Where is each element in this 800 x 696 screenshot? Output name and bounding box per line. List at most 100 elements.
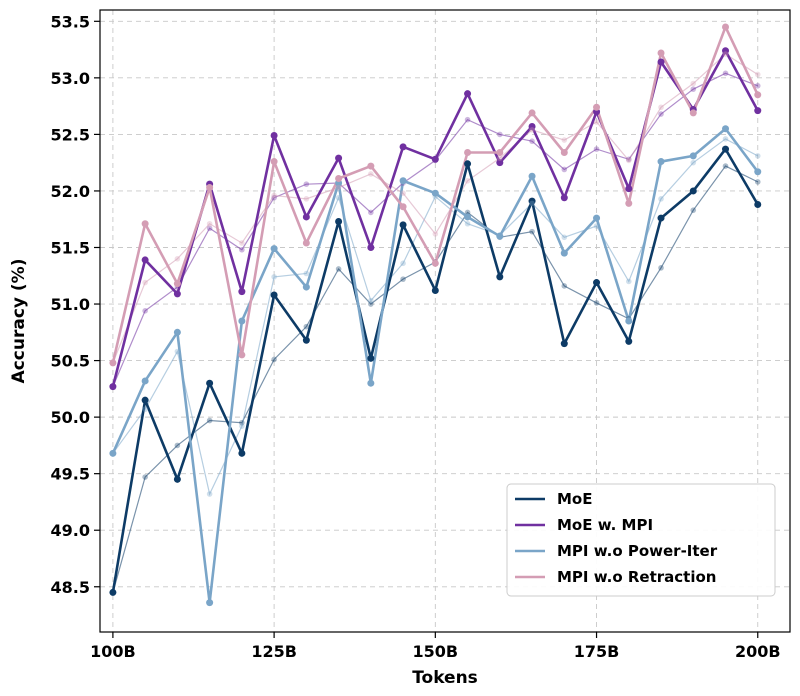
smoothed-point-moe bbox=[335, 266, 342, 272]
smoothed-point-moe bbox=[271, 356, 277, 363]
smoothed-point-moe-w-mpi bbox=[754, 82, 761, 89]
x-axis-ticks: 100B 125B 150B 175B 200B bbox=[90, 632, 781, 661]
point-mpi-w-o-power-iter bbox=[141, 377, 149, 385]
smoothed-point-mpi-w-o-retraction bbox=[561, 137, 568, 143]
smoothed-point-moe-w-mpi bbox=[658, 111, 664, 117]
point-moe-w-mpi bbox=[754, 107, 762, 115]
point-moe bbox=[270, 291, 278, 299]
x-tick-label: 150B bbox=[413, 642, 459, 661]
point-moe bbox=[173, 475, 181, 483]
smoothed-point-mpi-w-o-retraction bbox=[529, 127, 535, 133]
smoothed-point-moe bbox=[400, 276, 406, 282]
point-mpi-w-o-retraction bbox=[560, 148, 568, 156]
point-mpi-w-o-power-iter bbox=[173, 328, 181, 336]
smoothed-point-mpi-w-o-retraction bbox=[303, 196, 310, 202]
point-moe-w-mpi bbox=[496, 159, 504, 167]
smoothed-point-mpi-w-o-retraction bbox=[142, 279, 148, 286]
y-tick-label: 50.5 bbox=[51, 352, 90, 371]
plot-frame bbox=[99, 9, 791, 633]
smoothed-point-moe-w-mpi bbox=[432, 157, 439, 164]
point-moe bbox=[367, 354, 375, 362]
point-mpi-w-o-power-iter bbox=[367, 379, 375, 387]
smoothed-point-mpi-w-o-retraction bbox=[464, 177, 471, 184]
smoothed-point-moe bbox=[722, 163, 729, 169]
y-tick-label: 52.0 bbox=[51, 182, 90, 201]
point-mpi-w-o-retraction bbox=[173, 280, 181, 288]
smoothed-point-moe-w-mpi bbox=[110, 383, 116, 390]
point-moe-w-mpi bbox=[238, 288, 246, 296]
x-tick-label: 175B bbox=[574, 642, 620, 661]
point-moe bbox=[464, 160, 472, 168]
smoothed-point-moe-w-mpi bbox=[722, 70, 729, 77]
point-mpi-w-o-retraction bbox=[206, 184, 214, 192]
smoothed-point-mpi-w-o-retraction bbox=[593, 119, 600, 125]
smoothed-point-mpi-w-o-power-iter bbox=[110, 450, 116, 457]
smoothed-point-moe bbox=[174, 442, 181, 449]
point-moe bbox=[496, 273, 504, 281]
smoothed-point-mpi-w-o-power-iter bbox=[432, 193, 439, 200]
smoothed-point-mpi-w-o-power-iter bbox=[335, 194, 342, 201]
point-mpi-w-o-retraction bbox=[625, 199, 633, 207]
y-tick-label: 53.0 bbox=[51, 69, 90, 88]
point-moe bbox=[302, 336, 310, 344]
point-moe bbox=[722, 145, 730, 153]
smoothed-point-mpi-w-o-power-iter bbox=[754, 153, 761, 159]
smoothed-point-moe-w-mpi bbox=[464, 116, 471, 123]
smoothed-point-mpi-w-o-retraction bbox=[690, 80, 697, 87]
legend: MoE MoE w. MPI MPI w.o Power-Iter MPI w.o R… bbox=[506, 483, 776, 597]
point-mpi-w-o-power-iter bbox=[754, 168, 762, 176]
x-tick-label: 100B bbox=[90, 642, 136, 661]
smoothed-point-moe-w-mpi bbox=[239, 246, 245, 253]
point-mpi-w-o-retraction bbox=[657, 49, 665, 57]
x-tick-label: 200B bbox=[735, 642, 781, 661]
point-moe-w-mpi bbox=[528, 122, 536, 130]
smoothed-point-mpi-w-o-power-iter bbox=[303, 270, 310, 277]
point-mpi-w-o-power-iter bbox=[689, 152, 697, 160]
point-mpi-w-o-power-iter bbox=[722, 125, 730, 133]
smoothed-point-moe bbox=[206, 417, 213, 424]
y-tick-label: 50.0 bbox=[51, 408, 90, 427]
legend-label: MoE bbox=[557, 490, 592, 508]
smoothed-point-mpi-w-o-power-iter bbox=[206, 491, 213, 497]
point-mpi-w-o-power-iter bbox=[109, 449, 117, 457]
smoothed-point-moe-w-mpi bbox=[142, 308, 148, 314]
point-moe bbox=[109, 588, 117, 596]
y-tick-label: 49.0 bbox=[51, 521, 90, 540]
smoothed-point-mpi-w-o-retraction bbox=[722, 51, 729, 57]
smoothed-point-mpi-w-o-retraction bbox=[206, 220, 213, 227]
y-tick-label: 48.5 bbox=[51, 578, 90, 597]
smoothed-point-mpi-w-o-retraction bbox=[497, 155, 503, 161]
smoothed-point-moe-w-mpi bbox=[690, 86, 697, 92]
point-moe-w-mpi bbox=[431, 155, 439, 163]
smoothed-point-mpi-w-o-retraction bbox=[625, 157, 632, 164]
smoothed-point-mpi-w-o-retraction bbox=[174, 255, 181, 262]
smoothed-point-mpi-w-o-power-iter bbox=[593, 223, 600, 229]
point-moe bbox=[560, 340, 568, 348]
x-axis-label: Tokens bbox=[412, 668, 478, 688]
point-mpi-w-o-power-iter bbox=[496, 232, 504, 240]
legend-label: MPI w.o Retraction bbox=[557, 568, 716, 586]
smoothed-point-mpi-w-o-power-iter bbox=[722, 136, 729, 142]
point-mpi-w-o-retraction bbox=[593, 103, 601, 111]
smoothed-point-moe-w-mpi bbox=[529, 138, 535, 144]
point-mpi-w-o-power-iter bbox=[238, 317, 246, 325]
point-mpi-w-o-power-iter bbox=[270, 245, 278, 253]
smoothed-line-mpi-w-o-retraction bbox=[112, 53, 759, 364]
point-mpi-w-o-power-iter bbox=[625, 317, 633, 325]
point-moe-w-mpi bbox=[173, 290, 181, 298]
y-axis-label: Accuracy (%) bbox=[9, 259, 29, 384]
point-mpi-w-o-power-iter bbox=[528, 172, 536, 180]
y-tick-label: 53.5 bbox=[51, 12, 90, 31]
point-mpi-w-o-power-iter bbox=[560, 249, 568, 257]
smoothed-point-mpi-w-o-power-iter bbox=[464, 220, 471, 227]
y-tick-label: 49.5 bbox=[51, 465, 90, 484]
smoothed-point-moe bbox=[110, 589, 116, 596]
point-moe bbox=[657, 214, 665, 222]
smoothed-point-moe bbox=[303, 323, 310, 330]
smoothed-point-mpi-w-o-retraction bbox=[658, 104, 664, 111]
point-mpi-w-o-power-iter bbox=[399, 177, 407, 185]
point-moe bbox=[593, 279, 601, 287]
smoothed-point-moe-w-mpi bbox=[206, 225, 213, 232]
smoothed-point-mpi-w-o-retraction bbox=[239, 240, 245, 246]
